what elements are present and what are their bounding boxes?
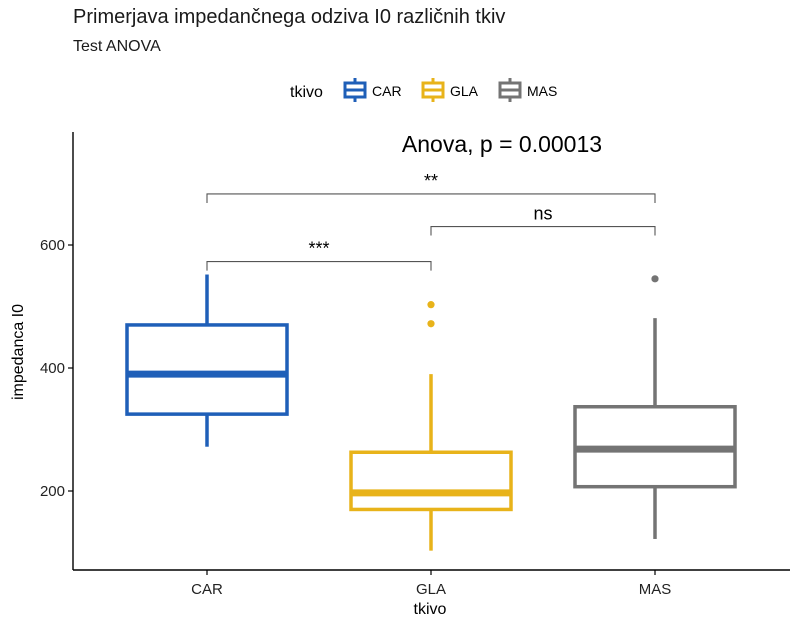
y-tick-label: 600 [40, 237, 65, 254]
y-tick-label: 400 [40, 360, 65, 377]
legend-item-gla: GLA [421, 78, 479, 102]
comparison-car-mas: ** [206, 171, 656, 203]
x-tick-label: MAS [639, 581, 672, 598]
anova-label: Anova, p = 0.00013 [402, 131, 602, 157]
box-body [349, 450, 513, 512]
outlier-point [651, 275, 659, 283]
box-body [125, 323, 289, 416]
legend-label: MAS [527, 83, 557, 99]
significance-bracket [206, 261, 432, 271]
plot-area: *** ns ** Anova, p = 0.00013 [125, 131, 737, 551]
significance-bracket [206, 193, 656, 203]
legend: tkivo CAR GLA MAS [290, 78, 557, 102]
significance-label: *** [308, 239, 329, 259]
x-tick-label: GLA [416, 581, 446, 598]
significance-label: ** [424, 171, 438, 191]
comparison-gla-mas: ns [430, 204, 656, 236]
outlier-point [427, 301, 435, 309]
x-axis-title: tkivo [414, 601, 447, 618]
box-mas [573, 275, 737, 539]
comparison-car-gla: *** [206, 239, 432, 271]
legend-item-mas: MAS [498, 78, 557, 102]
x-tick-label: CAR [191, 581, 223, 598]
y-axis-title: impedanca I0 [10, 304, 27, 400]
legend-item-car: CAR [343, 78, 402, 102]
legend-title: tkivo [290, 84, 323, 101]
axes: 200 400 600 CAR GLA MAS [40, 132, 790, 598]
chart-title: Primerjava impedančnega odziva I0 različ… [73, 6, 506, 28]
chart-subtitle: Test ANOVA [73, 38, 161, 55]
legend-label: CAR [372, 83, 402, 99]
box-gla [349, 301, 513, 551]
significance-label: ns [533, 204, 552, 224]
legend-label: GLA [450, 83, 479, 99]
significance-bracket [430, 226, 656, 236]
outlier-point [427, 320, 435, 328]
box-car [125, 274, 289, 447]
y-tick-label: 200 [40, 483, 65, 500]
